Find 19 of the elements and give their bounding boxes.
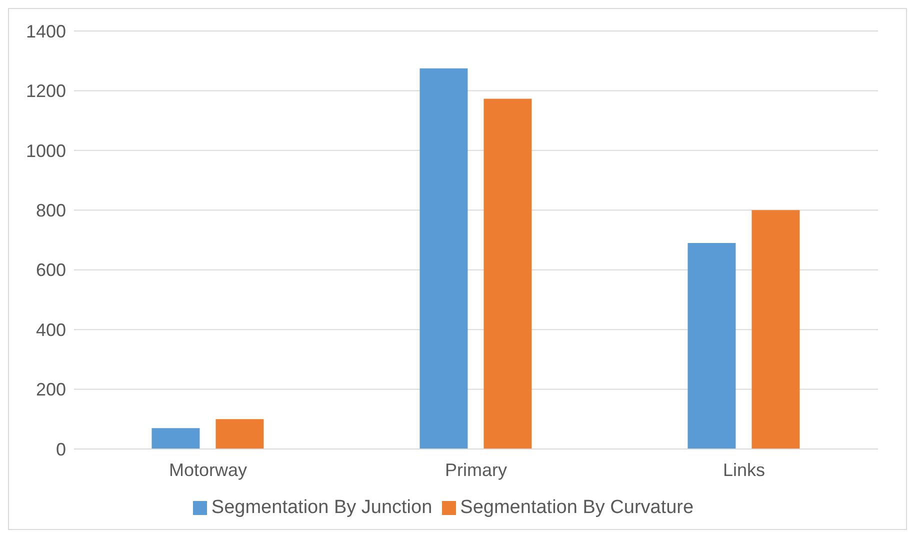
bar: [484, 98, 532, 449]
bar: [420, 68, 468, 449]
y-tick-label: 400: [36, 320, 66, 340]
y-tick-label: 1200: [26, 81, 66, 102]
bar: [216, 419, 264, 449]
bar: [152, 428, 200, 449]
bar: [752, 210, 800, 449]
y-tick-label: 800: [36, 200, 66, 221]
y-tick-label: 600: [36, 260, 66, 280]
x-tick-label: Links: [722, 460, 766, 480]
legend-label: Segmentation By Junction: [211, 497, 432, 518]
y-tick-label: 0: [56, 439, 66, 460]
y-tick-label: 1400: [26, 21, 66, 42]
y-tick-label: 200: [36, 380, 66, 400]
bar: [688, 242, 736, 449]
x-tick-label: Primary: [445, 460, 507, 480]
legend-label: Segmentation By Curvature: [460, 497, 694, 518]
x-tick-label: Motorway: [168, 460, 248, 480]
y-tick-label: 1000: [26, 140, 66, 161]
